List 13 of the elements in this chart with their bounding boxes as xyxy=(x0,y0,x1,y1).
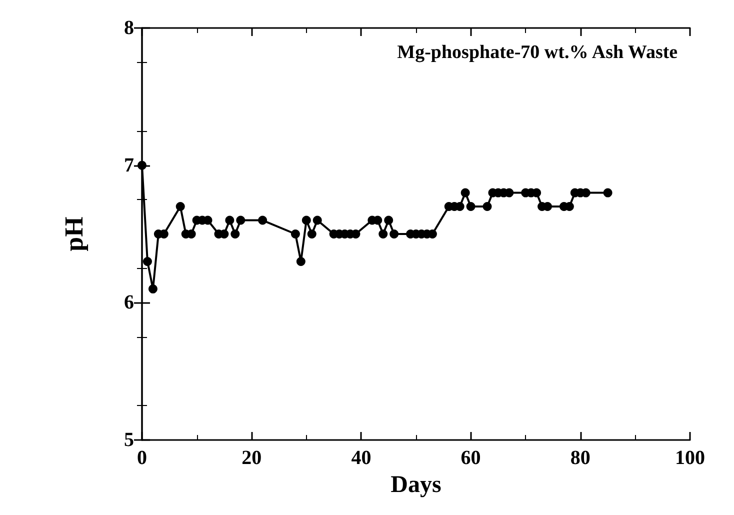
x-tick-label: 20 xyxy=(242,447,262,469)
y-tick-label: 6 xyxy=(124,292,134,314)
y-tick-label: 5 xyxy=(124,429,134,451)
x-tick-label: 40 xyxy=(351,447,372,469)
y-tick-label: 7 xyxy=(124,154,134,176)
x-axis-title: Days xyxy=(390,472,442,498)
y-tick-label: 8 xyxy=(124,17,134,39)
x-tick-label: 100 xyxy=(675,447,705,469)
text: Mg-phosphate-70 wt.% Ash Waste xyxy=(397,42,678,63)
x-tick-label: 0 xyxy=(137,447,147,469)
x-tick-label: 80 xyxy=(570,447,590,469)
x-tick-label: 60 xyxy=(460,447,481,469)
y-axis-title: pH xyxy=(60,216,88,252)
